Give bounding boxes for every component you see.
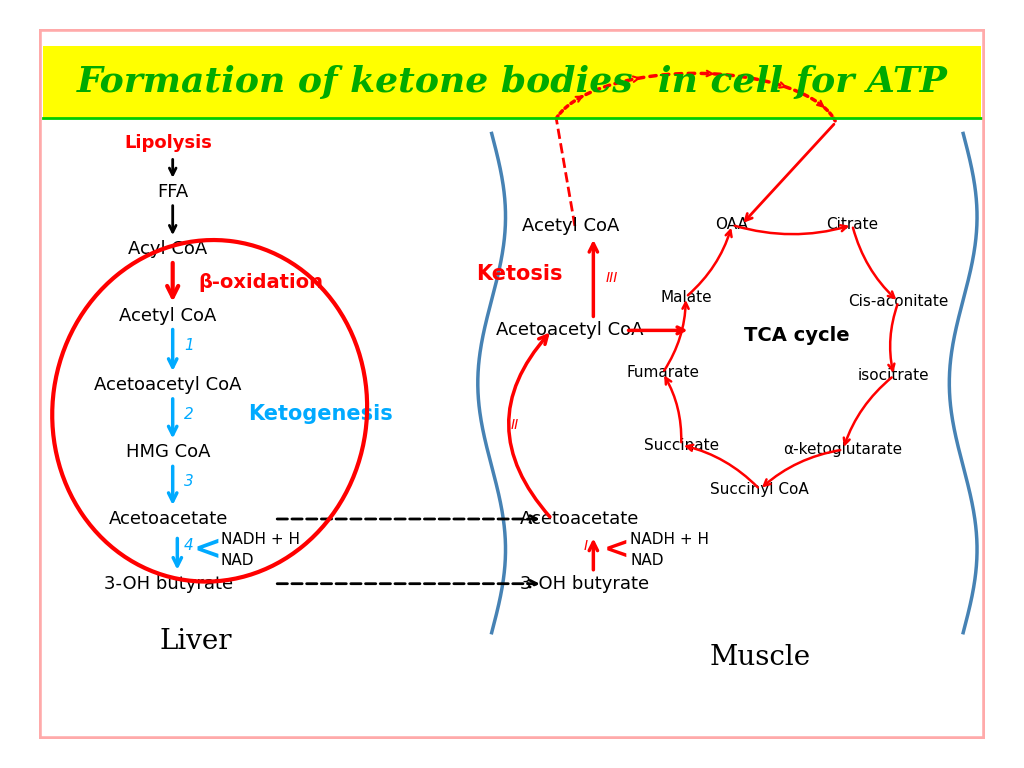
Text: Liver: Liver [160,628,232,655]
Bar [43,45,981,118]
Text: Acetoacetyl CoA: Acetoacetyl CoA [497,321,644,339]
Text: Succinyl CoA: Succinyl CoA [711,482,809,497]
Text: Formation of ketone bodies  in cell for ATP: Formation of ketone bodies in cell for A… [77,65,947,98]
Text: NADH + H: NADH + H [631,531,710,547]
Text: Malate: Malate [660,290,712,305]
Text: Fumarate: Fumarate [627,366,699,380]
Text: Lipolysis: Lipolysis [124,134,212,152]
Text: NAD: NAD [221,553,254,568]
Text: II: II [511,418,519,432]
Text: Succinate: Succinate [644,438,719,452]
Text: Citrate: Citrate [826,217,879,233]
Text: <: < [604,535,629,564]
Text: 3-OH butyrate: 3-OH butyrate [519,574,648,593]
Text: HMG CoA: HMG CoA [126,443,210,462]
Text: Cis-aconitate: Cis-aconitate [848,294,948,310]
Text: NAD: NAD [631,553,664,568]
Text: Muscle: Muscle [710,644,810,671]
Text: Acetoacetyl CoA: Acetoacetyl CoA [94,376,242,394]
Text: FFA: FFA [157,183,188,200]
Text: 1: 1 [183,338,194,353]
Text: Acetyl CoA: Acetyl CoA [120,306,217,325]
Text: TCA cycle: TCA cycle [744,326,850,346]
Text: Acetyl CoA: Acetyl CoA [521,217,618,235]
Text: Ketogenesis: Ketogenesis [248,404,393,424]
Text: isocitrate: isocitrate [858,368,930,383]
Text: Acyl CoA: Acyl CoA [128,240,208,258]
Text: 3: 3 [183,474,194,488]
Text: Ketosis: Ketosis [476,263,562,283]
Text: 2: 2 [183,406,194,422]
Text: Acetoacetate: Acetoacetate [109,510,227,528]
Text: OAA: OAA [716,217,749,233]
Text: I: I [584,539,588,553]
Text: III: III [605,271,617,285]
Text: Acetoacetate: Acetoacetate [520,510,639,528]
Text: <: < [194,533,222,566]
Text: 4: 4 [183,538,194,553]
Text: 3-OH butyrate: 3-OH butyrate [103,574,232,593]
Text: β-oxidation: β-oxidation [198,273,323,292]
Text: NADH + H: NADH + H [221,531,300,547]
Text: α-ketoglutarate: α-ketoglutarate [783,442,902,457]
